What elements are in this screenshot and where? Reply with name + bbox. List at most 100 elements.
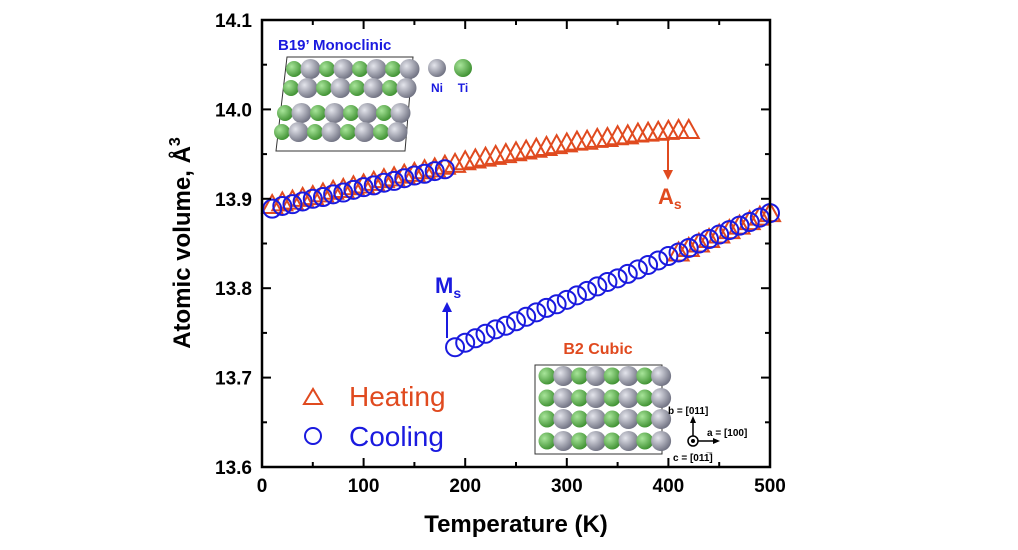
cooling-point: [282, 194, 303, 215]
ti-atom: [603, 389, 621, 407]
cooling-point: [516, 306, 537, 327]
cooling-point: [333, 182, 354, 203]
heating-point: [260, 192, 284, 215]
cooling-point: [506, 311, 526, 332]
cooling-point: [566, 285, 587, 306]
ti-atom: [636, 410, 654, 428]
as-annotation: As: [658, 140, 682, 212]
x-tick-label: 100: [348, 476, 380, 497]
ni-atom: [288, 122, 309, 142]
ti-atom: [310, 105, 326, 121]
ni-atom: [618, 409, 639, 429]
svg-text:c = [011̅]: c = [011̅]: [673, 452, 713, 464]
ni-atom: [651, 409, 672, 429]
legend-cooling-marker: [304, 427, 322, 445]
svg-text:Ti: Ti: [458, 81, 468, 95]
svg-text:Ni: Ni: [431, 81, 443, 95]
ti-atom: [603, 432, 621, 450]
cooling-point: [648, 250, 669, 271]
cooling-point: [343, 179, 364, 200]
legend-heating-label: Heating: [349, 381, 446, 412]
cooling-point: [485, 319, 506, 340]
ni-atom: [357, 103, 378, 123]
ni-atom: [553, 431, 574, 451]
ni-atom: [333, 59, 354, 79]
ni-atom: [553, 409, 574, 429]
ni-atom: [553, 388, 574, 408]
cooling-point: [699, 229, 720, 250]
ti-atom: [385, 61, 401, 77]
ni-atom: [396, 78, 417, 98]
ti-atom: [571, 410, 589, 428]
y-tick-label: 13.9: [215, 190, 252, 211]
heating-point: [677, 117, 701, 139]
cooling-point: [394, 168, 415, 189]
cooling-point: [424, 161, 445, 182]
cooling-point: [719, 220, 740, 241]
ti-atom: [376, 105, 392, 121]
cooling-point: [292, 191, 313, 212]
cooling-point: [536, 297, 557, 318]
x-tick-label: 300: [551, 476, 583, 497]
cooling-point: [272, 195, 293, 216]
ti-atom: [352, 61, 368, 77]
cooling-point: [668, 242, 689, 263]
ni-atom: [585, 431, 606, 451]
cooling-point: [414, 163, 435, 184]
ni-atom: [585, 366, 606, 386]
cooling-point: [597, 271, 618, 292]
y-tick-label: 13.7: [215, 369, 252, 390]
cooling-point: [373, 172, 394, 193]
heating-point: [646, 119, 670, 141]
legend-cooling-label: Cooling: [349, 421, 444, 452]
svg-text:As: As: [658, 184, 682, 212]
ni-atom: [618, 388, 639, 408]
cooling-point: [475, 323, 496, 344]
ni-atom: [354, 122, 375, 142]
y-tick-label: 13.6: [215, 458, 252, 479]
ti-atom: [307, 124, 323, 140]
ti-atom: [636, 389, 654, 407]
ti-atom: [571, 432, 589, 450]
data-markers: [260, 117, 782, 358]
ni-atom: [651, 366, 672, 386]
cooling-point: [617, 263, 638, 284]
cooling-point: [627, 259, 648, 280]
ti-atom: [382, 80, 398, 96]
ti-atom: [571, 367, 589, 385]
cooling-point: [688, 233, 709, 254]
ti-atom: [538, 389, 556, 407]
cooling-point: [729, 215, 750, 236]
ti-atom: [636, 432, 654, 450]
ni-atom: [553, 366, 574, 386]
cooling-point: [546, 294, 567, 315]
axis-ticks: [261, 19, 771, 468]
ni-atom: [300, 59, 321, 79]
cooling-point: [404, 165, 425, 186]
ti-atom: [277, 105, 293, 121]
svg-text:a = [100]: a = [100]: [707, 428, 747, 439]
ti-atom: [343, 105, 359, 121]
legend: Heating Cooling: [302, 381, 446, 452]
y-tick-label: 13.8: [215, 279, 252, 300]
ti-atom: [538, 432, 556, 450]
cooling-point: [577, 280, 598, 301]
cooling-point: [445, 337, 466, 358]
ni-atom: [618, 431, 639, 451]
cubic-title: B2 Cubic: [563, 341, 632, 358]
x-tick-label: 400: [653, 476, 685, 497]
ni-atom: [321, 122, 342, 142]
ti-atom: [274, 124, 290, 140]
y-tick-label: 14.1: [215, 11, 252, 32]
heating-point: [666, 117, 691, 139]
x-axis-title: Temperature (K): [424, 511, 608, 538]
cooling-point: [678, 237, 699, 258]
ti-atom: [316, 80, 332, 96]
cooling-point: [739, 212, 760, 233]
cooling-point: [495, 315, 516, 336]
cooling-point: [587, 276, 608, 297]
ni-atom: [651, 431, 672, 451]
ti-atom: [349, 80, 365, 96]
ni-atom: [324, 103, 345, 123]
